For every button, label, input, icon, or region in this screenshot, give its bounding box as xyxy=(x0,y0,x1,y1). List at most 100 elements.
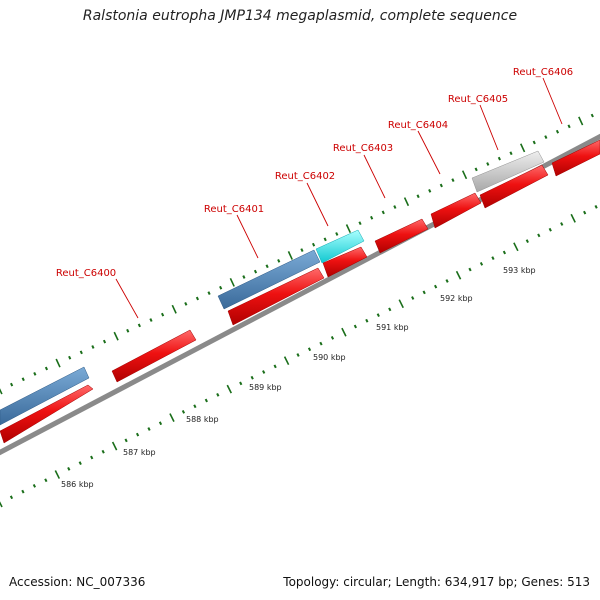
minor-tick xyxy=(428,189,432,193)
map-title: Ralstonia eutropha JMP134 megaplasmid, c… xyxy=(82,8,518,24)
major-tick xyxy=(578,116,584,126)
major-tick xyxy=(403,197,410,207)
gene-bar-blue[interactable] xyxy=(0,366,90,426)
minor-tick xyxy=(90,455,94,460)
minor-tick xyxy=(273,364,277,369)
minor-tick xyxy=(474,167,478,172)
minor-tick xyxy=(181,410,186,414)
minor-tick xyxy=(9,495,14,500)
minor-tick xyxy=(544,135,548,139)
gene-label[interactable]: Reut_C6403 xyxy=(333,143,393,154)
minor-tick xyxy=(567,124,571,129)
minor-tick xyxy=(219,285,223,290)
gene-label[interactable]: Reut_C6406 xyxy=(513,67,573,78)
minor-tick xyxy=(78,461,82,466)
major-tick xyxy=(0,388,3,395)
major-tick xyxy=(54,470,61,479)
minor-tick xyxy=(126,328,130,333)
gene-arrow-red[interactable] xyxy=(430,192,482,229)
minor-tick xyxy=(319,341,323,346)
minor-tick xyxy=(67,466,71,471)
major-tick xyxy=(455,270,462,280)
gene-arrow-red[interactable] xyxy=(551,139,600,177)
major-tick xyxy=(0,501,3,508)
gene-label-connectors xyxy=(115,77,563,319)
minor-tick xyxy=(135,432,140,437)
minor-tick xyxy=(253,269,258,274)
major-tick xyxy=(513,242,519,252)
gene-label[interactable]: Reut_C6402 xyxy=(275,171,335,182)
minor-tick xyxy=(525,239,529,243)
major-tick xyxy=(341,327,347,337)
topology-summary: Topology: circular; Length: 634,917 bp; … xyxy=(283,575,590,589)
gene-label[interactable]: Reut_C6400 xyxy=(56,268,116,279)
minor-tick xyxy=(79,350,83,355)
gene-arrow-red[interactable] xyxy=(111,329,197,383)
minor-tick xyxy=(33,371,37,376)
minor-tick xyxy=(32,484,36,488)
gene-arrow-red[interactable] xyxy=(374,218,429,254)
minor-tick xyxy=(388,307,392,312)
inner-tick-track xyxy=(0,205,598,508)
major-tick xyxy=(229,277,235,287)
minor-tick xyxy=(590,113,594,118)
minor-tick xyxy=(393,205,397,209)
minor-tick xyxy=(10,382,14,387)
minor-tick xyxy=(265,264,269,269)
minor-tick xyxy=(91,345,95,349)
major-tick xyxy=(226,384,232,394)
minor-tick xyxy=(381,210,385,215)
gene-arrow-red[interactable] xyxy=(0,384,94,444)
minor-tick xyxy=(594,205,598,209)
minor-tick xyxy=(479,261,484,266)
minor-tick xyxy=(137,323,141,328)
gene-label[interactable]: Reut_C6401 xyxy=(204,204,264,215)
minor-tick xyxy=(439,183,443,188)
major-tick xyxy=(111,441,118,451)
gene-bar-cyan[interactable] xyxy=(315,229,365,264)
gene-arrow-red[interactable] xyxy=(479,164,549,209)
minor-tick xyxy=(335,232,339,236)
gene-arrow-red[interactable] xyxy=(227,267,325,326)
minor-tick xyxy=(468,267,472,272)
major-tick xyxy=(287,251,293,260)
minor-tick xyxy=(537,233,541,238)
minor-tick xyxy=(149,318,153,322)
minor-tick xyxy=(491,256,495,261)
gene-track xyxy=(0,139,600,444)
minor-tick xyxy=(102,339,107,344)
minor-tick xyxy=(532,140,536,145)
minor-tick xyxy=(486,162,490,166)
minor-tick xyxy=(207,291,211,296)
major-tick xyxy=(113,331,119,341)
minor-tick xyxy=(330,336,335,340)
minor-tick xyxy=(277,258,281,263)
minor-tick xyxy=(68,355,72,360)
minor-tick xyxy=(296,353,300,357)
major-tick xyxy=(55,358,61,368)
minor-tick xyxy=(147,427,151,431)
gene-bar-gray[interactable] xyxy=(471,150,545,193)
kbp-label: 586 kbp xyxy=(61,480,94,489)
minor-tick xyxy=(21,489,25,494)
major-tick xyxy=(570,213,576,223)
gene-arrow-red[interactable] xyxy=(322,246,368,278)
minor-tick xyxy=(422,290,426,295)
minor-tick xyxy=(262,370,266,374)
minor-tick xyxy=(193,404,197,409)
minor-tick xyxy=(323,237,327,242)
minor-tick xyxy=(376,313,380,317)
accession-text: Accession: NC_007336 xyxy=(9,575,146,589)
kbp-label: 593 kbp xyxy=(503,266,536,275)
kbp-label: 591 kbp xyxy=(376,323,409,332)
major-tick xyxy=(520,143,526,153)
kbp-labels: 586 kbp 587 kbp 588 kbp 589 kbp 590 kbp … xyxy=(61,266,536,489)
gene-label[interactable]: Reut_C6405 xyxy=(448,94,508,105)
minor-tick xyxy=(548,227,552,232)
kbp-label: 587 kbp xyxy=(123,448,156,457)
minor-tick xyxy=(21,377,25,382)
gene-label[interactable]: Reut_C6404 xyxy=(388,120,448,131)
gene-bar-blue[interactable] xyxy=(217,249,321,310)
minor-tick xyxy=(184,302,188,306)
